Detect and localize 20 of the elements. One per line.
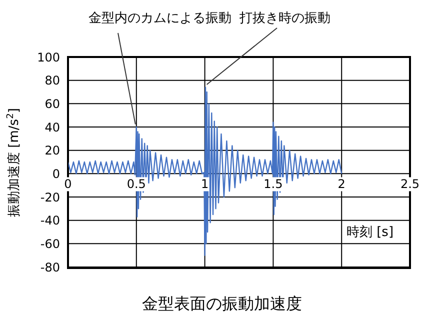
x-tick-label: 0	[64, 177, 72, 192]
x-tick-label: 1	[200, 177, 209, 192]
y-tick-label: 100	[37, 50, 60, 64]
y-tick-label: -20	[40, 190, 60, 204]
y-tick-label: -80	[40, 260, 60, 274]
x-tick-label: 1.5	[264, 177, 283, 192]
x-tick-label: 0.5	[126, 177, 146, 192]
annotation: 金型内のカムによる振動	[88, 11, 232, 26]
x-axis-title: 時刻 [s]	[346, 225, 394, 240]
x-tick-label: 2.5	[400, 177, 420, 192]
y-tick-label: -40	[40, 214, 60, 228]
y-tick-label: 0	[52, 166, 60, 181]
text: 金型表面の振動加速度	[142, 294, 302, 313]
y-tick-label: -60	[40, 236, 60, 251]
x-tick-label: 2	[338, 177, 346, 192]
y-tick-label: 40	[44, 120, 60, 134]
y-tick-label: 60	[44, 96, 60, 111]
y-tick-label: 20	[44, 144, 60, 158]
annotation: 打抜き時の振動	[238, 11, 330, 26]
y-tick-label: 80	[44, 74, 60, 88]
